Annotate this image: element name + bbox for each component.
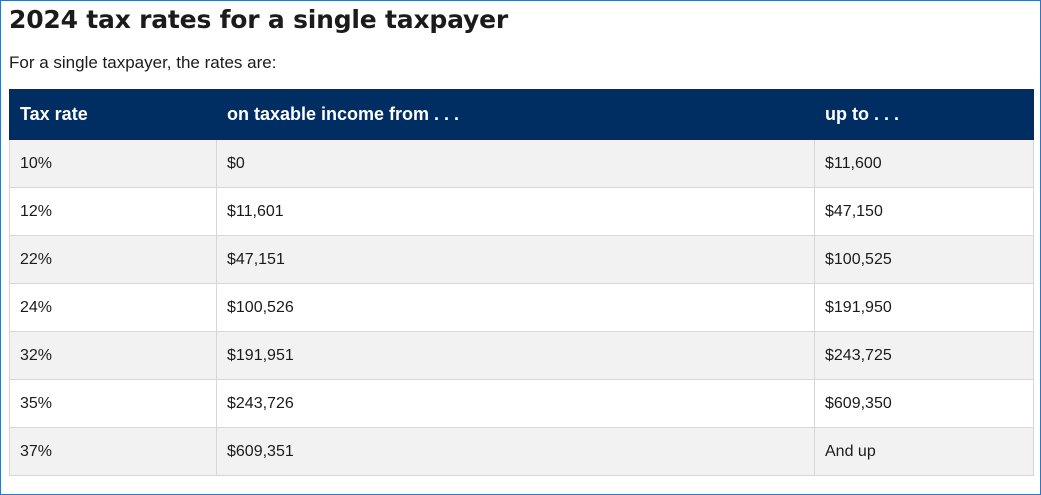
cell-up-to: $609,350 bbox=[814, 379, 1034, 428]
page-title: 2024 tax rates for a single taxpayer bbox=[9, 5, 508, 34]
table-row: 24% $100,526 $191,950 bbox=[9, 283, 1034, 332]
cell-income-from: $609,351 bbox=[216, 427, 815, 476]
cell-income-from: $47,151 bbox=[216, 235, 815, 284]
header-up-to: up to . . . bbox=[814, 89, 1034, 140]
cell-tax-rate: 10% bbox=[9, 139, 217, 188]
table-row: 12% $11,601 $47,150 bbox=[9, 187, 1034, 236]
cell-income-from: $243,726 bbox=[216, 379, 815, 428]
table-row: 22% $47,151 $100,525 bbox=[9, 235, 1034, 284]
header-income-from: on taxable income from . . . bbox=[216, 89, 815, 140]
cell-up-to: $100,525 bbox=[814, 235, 1034, 284]
cell-tax-rate: 24% bbox=[9, 283, 217, 332]
cell-income-from: $0 bbox=[216, 139, 815, 188]
cell-tax-rate: 35% bbox=[9, 379, 217, 428]
intro-text: For a single taxpayer, the rates are: bbox=[9, 53, 277, 72]
table-header-row: Tax rate on taxable income from . . . up… bbox=[9, 89, 1034, 140]
cell-tax-rate: 22% bbox=[9, 235, 217, 284]
tax-rates-table: Tax rate on taxable income from . . . up… bbox=[9, 89, 1034, 476]
cell-tax-rate: 12% bbox=[9, 187, 217, 236]
table-row: 35% $243,726 $609,350 bbox=[9, 379, 1034, 428]
cell-income-from: $11,601 bbox=[216, 187, 815, 236]
cell-tax-rate: 32% bbox=[9, 331, 217, 380]
table-row: 10% $0 $11,600 bbox=[9, 139, 1034, 188]
cell-tax-rate: 37% bbox=[9, 427, 217, 476]
cell-up-to: And up bbox=[814, 427, 1034, 476]
table-row: 32% $191,951 $243,725 bbox=[9, 331, 1034, 380]
cell-income-from: $191,951 bbox=[216, 331, 815, 380]
cell-income-from: $100,526 bbox=[216, 283, 815, 332]
cell-up-to: $11,600 bbox=[814, 139, 1034, 188]
cell-up-to: $191,950 bbox=[814, 283, 1034, 332]
table-row: 37% $609,351 And up bbox=[9, 427, 1034, 476]
cell-up-to: $243,725 bbox=[814, 331, 1034, 380]
cell-up-to: $47,150 bbox=[814, 187, 1034, 236]
header-tax-rate: Tax rate bbox=[9, 89, 217, 140]
